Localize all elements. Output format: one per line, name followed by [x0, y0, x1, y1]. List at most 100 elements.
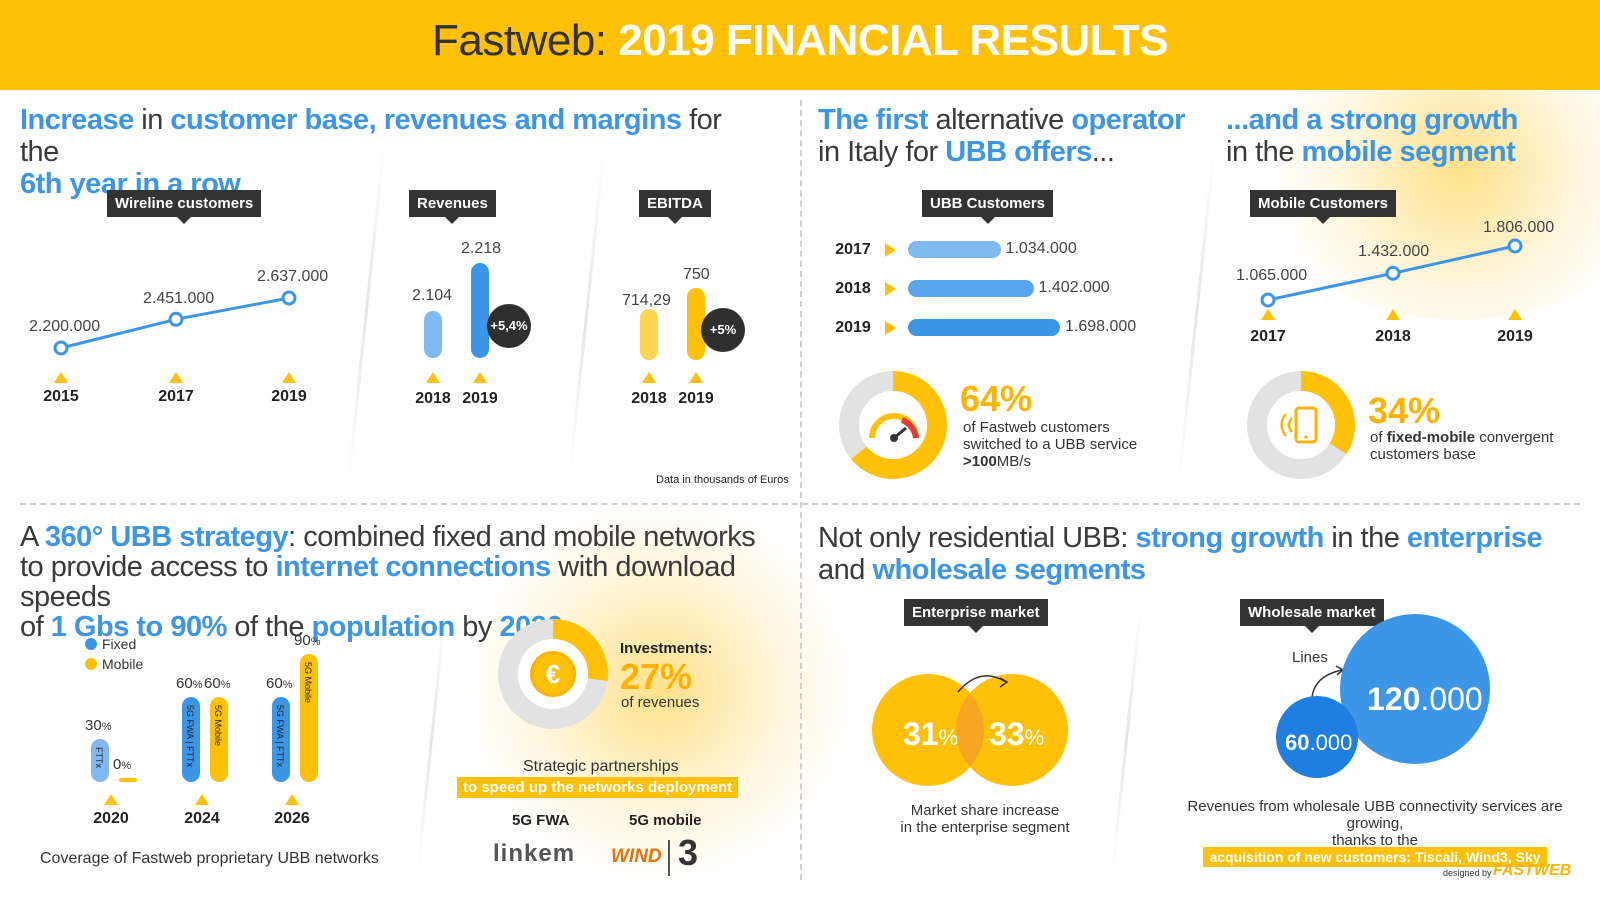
coverage-bar-inner-label: 5G FWA | FTTx: [185, 704, 195, 767]
y-tick-label: 2019: [835, 319, 871, 336]
enterprise-caption: Market share increase in the enterprise s…: [900, 802, 1070, 836]
coverage-value-label: 60%: [176, 674, 203, 692]
year-marker: [1508, 309, 1522, 320]
page-title: Fastweb: 2019 FINANCIAL RESULTS: [432, 16, 1168, 65]
coverage-bar-fixed: FTTx: [91, 739, 109, 782]
separator-vertical: [800, 100, 802, 880]
coverage-bar-fixed: 5G FWA | FTTx: [272, 696, 290, 782]
legend-dot-fixed: [85, 638, 97, 650]
ubb-share-value: 64%: [960, 378, 1033, 419]
y-tick-label: 2017: [835, 241, 871, 258]
euro-coin-icon: €: [530, 651, 576, 697]
wholesale-caption: Revenues from wholesale UBB connectivity…: [1187, 798, 1563, 867]
revenue-bar-2018: [424, 310, 442, 358]
year-marker: [1261, 309, 1275, 320]
wireline-point: [281, 290, 297, 306]
x-tick-label: 2017: [158, 388, 194, 405]
ubb-bar-2018: [908, 280, 1034, 297]
x-tick-label: 2024: [184, 810, 220, 827]
legend-dot-mobile: [85, 658, 97, 670]
partnerships-title: Strategic partnerships: [523, 758, 679, 775]
data-label: 750: [683, 266, 710, 283]
enterprise-share-from: 31%: [903, 716, 959, 752]
section-heading-strategy: A 360° UBB strategy: combined fixed and …: [20, 521, 756, 643]
coverage-bar-mobile: 5G Mobile: [210, 696, 228, 782]
three-logo: 3: [678, 832, 699, 873]
legend-label-mobile: Mobile: [102, 656, 144, 672]
label-5g-fwa: 5G FWA: [512, 812, 570, 829]
arrow-marker: [885, 321, 896, 335]
y-tick-label: 2018: [835, 280, 871, 297]
ubb-share-hole: [859, 391, 927, 459]
ebitda-bar-2018: [640, 309, 658, 360]
data-label: 1.402.000: [1038, 279, 1110, 296]
enterprise-share-to: 33%: [989, 716, 1045, 752]
wholesale-highlight: acquisition of new customers: Tiscali, W…: [1203, 847, 1547, 867]
year-marker: [285, 794, 299, 805]
x-tick-label: 2015: [43, 388, 79, 405]
x-tick-label: 2017: [1250, 328, 1286, 345]
convergent-share-value: 34%: [1368, 390, 1441, 431]
data-label: 1.806.000: [1483, 219, 1555, 236]
wind-logo: WIND: [611, 846, 662, 867]
partnerships-highlight: to speed up the networks deployment: [457, 777, 739, 798]
data-label: 2.104: [412, 287, 453, 304]
enterprise-share-circles: [872, 674, 1068, 786]
data-label: 2.637.000: [257, 268, 329, 285]
wholesale-big-circle: [1340, 614, 1490, 764]
coverage-bar-inner-label: 5G Mobile: [303, 662, 313, 704]
wireline-point: [53, 340, 69, 356]
year-marker: [54, 372, 68, 383]
convergent-share-slice: [1247, 371, 1355, 479]
data-label: 2.451.000: [143, 290, 215, 307]
wholesale-market-tag: Wholesale market: [1240, 599, 1384, 633]
revenue-bar-2019: [471, 263, 489, 358]
investments-slice: [498, 619, 608, 729]
wholesale-lines-2018: 60.000: [1285, 730, 1353, 755]
speedometer-icon: [866, 408, 922, 449]
year-marker: [473, 372, 487, 383]
logo-separator: [668, 840, 670, 876]
section-heading-growth: Increase in customer base, revenues and …: [20, 104, 722, 200]
ubb-bar-2017: [908, 241, 1001, 258]
x-tick-label: 2019: [1497, 328, 1533, 345]
x-tick-label: 2019: [462, 390, 498, 407]
data-label: 2.218: [461, 240, 502, 257]
coverage-bar-mobile: 5G Mobile: [300, 654, 318, 782]
coverage-value-label: 60%: [266, 674, 293, 692]
label-5g-mobile: 5G mobile: [629, 812, 702, 829]
coverage-bar-mobile: [119, 778, 137, 782]
mobile-point: [1385, 265, 1401, 281]
chart-title-mobile-customers: Mobile Customers: [1250, 190, 1397, 224]
coverage-value-label: 0%: [113, 756, 132, 773]
investments-title: Investments:: [620, 640, 713, 657]
chart-title-revenues: Revenues: [409, 190, 496, 224]
arrow-marker: [885, 282, 896, 296]
growth-badge-revenues: +5,4%: [487, 304, 531, 348]
x-tick-label: 2018: [631, 390, 667, 407]
year-marker: [282, 372, 296, 383]
coverage-value-label: 30%: [85, 717, 112, 735]
header-bar: Fastweb: 2019 FINANCIAL RESULTS: [0, 0, 1600, 90]
coverage-bar-inner-label: 5G FWA | FTTx: [275, 704, 285, 767]
chart-title-ebitda: EBITDA: [639, 190, 711, 224]
smartphone-wifi-icon: [1280, 404, 1324, 453]
data-label: 1.698.000: [1065, 318, 1137, 335]
x-tick-label: 2018: [415, 390, 451, 407]
convergent-share-text: of fixed-mobile convergent customers base: [1370, 429, 1554, 463]
year-marker: [689, 372, 703, 383]
data-label: 1.034.000: [1005, 240, 1077, 257]
coverage-bar-inner-label: FTTx: [94, 747, 104, 769]
arrow-marker: [885, 243, 896, 257]
data-label: 2.200.000: [29, 318, 101, 335]
ubb-share-donut: [839, 371, 947, 479]
ubb-bar-2019: [908, 319, 1060, 336]
x-tick-label: 2020: [93, 810, 129, 827]
mobile-point: [1507, 238, 1523, 254]
ubb-share-text: of Fastweb customers switched to a UBB se…: [963, 419, 1138, 470]
growth-badge-ebitda: +5%: [701, 308, 745, 352]
x-tick-label: 2026: [274, 810, 310, 827]
investments-value: 27%: [620, 656, 693, 697]
